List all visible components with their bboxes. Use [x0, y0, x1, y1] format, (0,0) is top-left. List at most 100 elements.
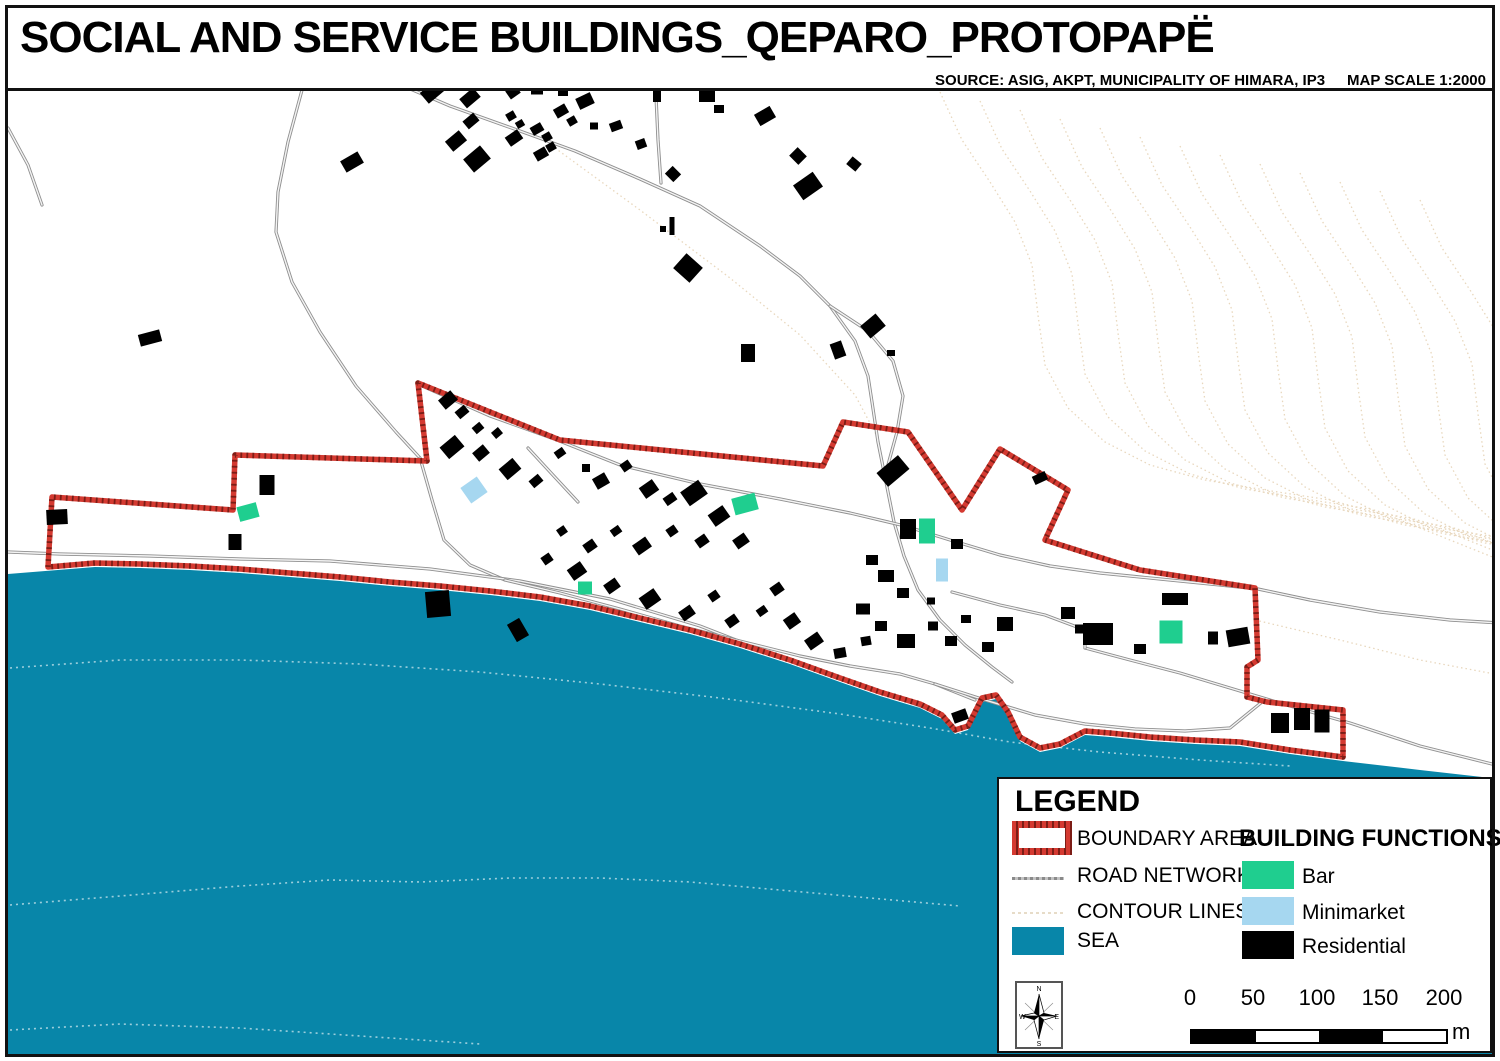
building-res — [829, 340, 847, 360]
building-res — [707, 505, 731, 527]
building-res — [556, 525, 568, 537]
scale-tick-100: 100 — [1298, 985, 1336, 1010]
page-title: SOCIAL AND SERVICE BUILDINGS_QEPARO_PROT… — [20, 13, 1215, 62]
building-res — [608, 119, 624, 133]
building-res — [724, 613, 740, 629]
building-res — [529, 122, 545, 136]
building-res — [603, 577, 621, 595]
scale-bar-segment — [1192, 1031, 1256, 1042]
road-network-swatch — [1012, 877, 1064, 880]
building-res — [1271, 713, 1289, 733]
title-block: SOCIAL AND SERVICE BUILDINGS_QEPARO_PROT… — [8, 8, 1492, 91]
building-res — [699, 91, 715, 102]
building-res — [1294, 708, 1310, 730]
building-functions-heading: BUILDING FUNCTIONS — [1239, 825, 1500, 852]
building-res — [582, 464, 590, 472]
building-res — [462, 112, 480, 130]
building-res — [419, 91, 445, 104]
scale-bar-segment — [1255, 1031, 1319, 1042]
building-res — [878, 570, 894, 582]
building-res — [1208, 631, 1218, 645]
building-res — [961, 615, 971, 623]
building-bar — [236, 502, 260, 522]
building-res — [665, 524, 679, 538]
building-res — [782, 612, 802, 630]
scale-tick-150: 150 — [1361, 985, 1399, 1010]
building-res — [732, 532, 750, 550]
building-res — [137, 329, 163, 347]
legend-heading: LEGEND — [1015, 785, 1141, 818]
building-res — [514, 118, 526, 130]
legend-label-road: ROAD NETWORK — [1077, 864, 1251, 887]
map-scale-text: MAP SCALE 1:2000 — [1347, 72, 1486, 89]
building-res — [897, 634, 915, 648]
building-res — [1075, 624, 1085, 634]
building-res — [1134, 644, 1146, 654]
building-res — [1031, 470, 1049, 486]
building-res — [793, 171, 823, 201]
building-res — [528, 473, 544, 489]
building-res — [566, 115, 578, 127]
building-res — [619, 459, 633, 473]
building-res — [833, 647, 847, 659]
building-res — [680, 479, 708, 507]
building-res — [900, 519, 916, 539]
compass-star-icon: N S W E — [1019, 986, 1059, 1048]
building-res — [505, 91, 521, 100]
building-res — [575, 92, 595, 110]
building-res — [463, 145, 491, 173]
building-res — [532, 146, 550, 162]
building-res — [558, 91, 568, 96]
boundary-area-line — [45, 380, 1346, 760]
scale-tick-200: 200 — [1425, 985, 1463, 1010]
legend-panel: LEGEND BOUNDARY AREA ROAD NETWORK CONTOU… — [997, 777, 1500, 1053]
building-res — [669, 217, 675, 235]
bar-function-swatch — [1242, 861, 1294, 889]
building-res — [259, 475, 275, 495]
compass-w: W — [1019, 1014, 1026, 1021]
source-note: SOURCE: ASIG, AKPT, MUNICIPALITY OF HIMA… — [935, 72, 1486, 89]
compass-n: N — [1036, 986, 1041, 993]
building-res — [875, 621, 887, 631]
building-res — [846, 156, 862, 172]
building-res — [945, 636, 957, 646]
building-res — [662, 491, 678, 507]
legend-label-contour: CONTOUR LINES — [1077, 900, 1250, 923]
building-mini — [936, 558, 948, 582]
building-res — [471, 421, 485, 435]
scale-bar-segments — [1190, 1029, 1448, 1044]
building-res — [1061, 607, 1075, 619]
building-res — [472, 444, 490, 462]
building-res — [928, 621, 938, 631]
building-res — [540, 552, 554, 566]
building-res — [876, 455, 910, 487]
building-bar — [919, 518, 935, 544]
building-res — [997, 617, 1013, 631]
legend-label-minimarket: Minimarket — [1302, 901, 1405, 924]
scale-bar-segment — [1382, 1031, 1446, 1042]
legend-label-residential: Residential — [1302, 935, 1406, 958]
sea-contour-lines — [9, 659, 1291, 1045]
building-res — [678, 604, 696, 622]
building-res — [753, 105, 777, 127]
building-res — [340, 151, 364, 173]
building-res — [673, 253, 703, 283]
legend-label-boundary: BOUNDARY AREA — [1077, 827, 1258, 850]
building-res — [505, 110, 517, 122]
building-res — [506, 617, 530, 643]
building-bar — [731, 492, 759, 516]
building-res — [454, 404, 470, 420]
building-res — [228, 534, 242, 550]
building-res — [897, 588, 909, 598]
buildings-layer — [46, 91, 1330, 733]
scale-bar-segment — [1319, 1031, 1383, 1042]
building-res — [804, 631, 824, 651]
building-res — [444, 130, 468, 152]
scale-unit: m — [1452, 1019, 1471, 1044]
building-res — [632, 536, 652, 556]
building-res — [1083, 623, 1113, 645]
building-res — [638, 588, 662, 610]
building-res — [439, 434, 465, 460]
building-res — [664, 165, 682, 183]
sea-swatch — [1012, 927, 1064, 955]
